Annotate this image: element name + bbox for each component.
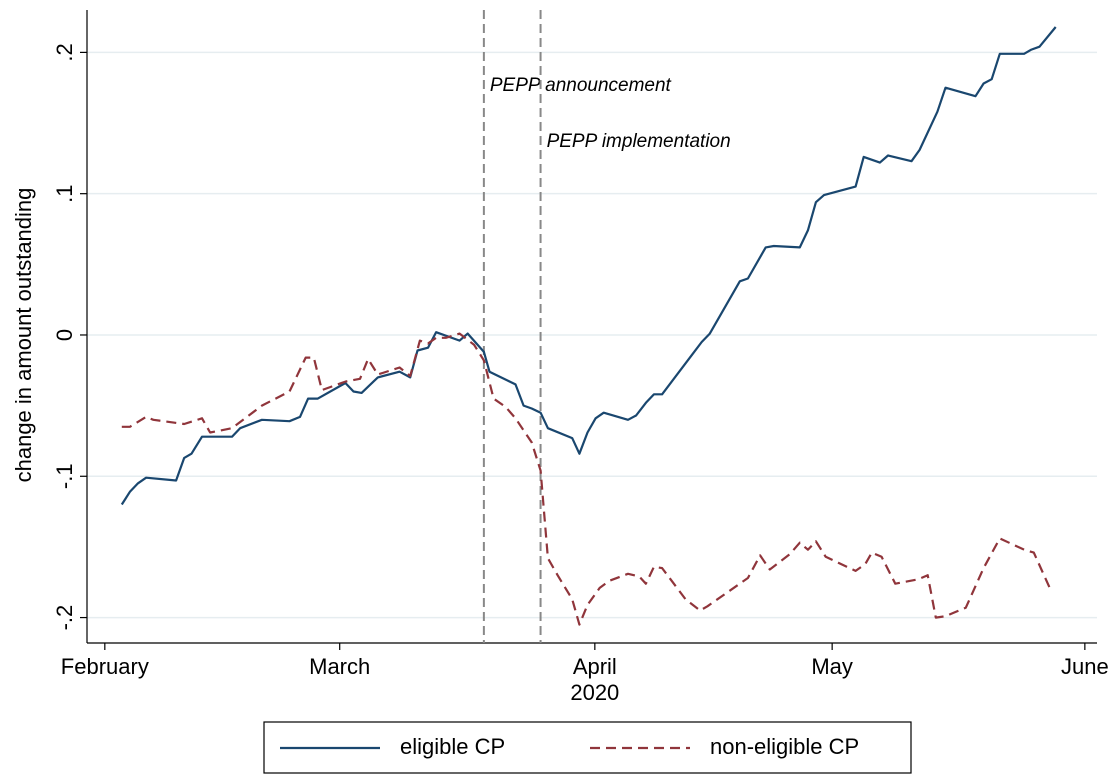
legend-label: non-eligible CP — [710, 734, 859, 759]
x-tick-label: April — [573, 654, 617, 679]
y-tick-label: -.2 — [52, 605, 77, 631]
y-tick-label: 0 — [52, 329, 77, 341]
series-line — [120, 26, 1057, 506]
y-tick-label: .1 — [52, 185, 77, 203]
annotation: PEPP announcement — [490, 75, 672, 96]
x-tick-label: May — [811, 654, 853, 679]
annotation: PEPP implementation — [547, 131, 731, 152]
y-tick-label: .2 — [52, 43, 77, 61]
y-tick-label: -.1 — [52, 463, 77, 489]
x-axis-label: 2020 — [570, 680, 619, 705]
y-axis-label: change in amount outstanding — [11, 188, 36, 483]
x-tick-label: March — [309, 654, 370, 679]
series-line — [121, 332, 1053, 626]
legend-label: eligible CP — [400, 734, 505, 759]
x-tick-label: February — [61, 654, 149, 679]
x-tick-label: June — [1061, 654, 1109, 679]
